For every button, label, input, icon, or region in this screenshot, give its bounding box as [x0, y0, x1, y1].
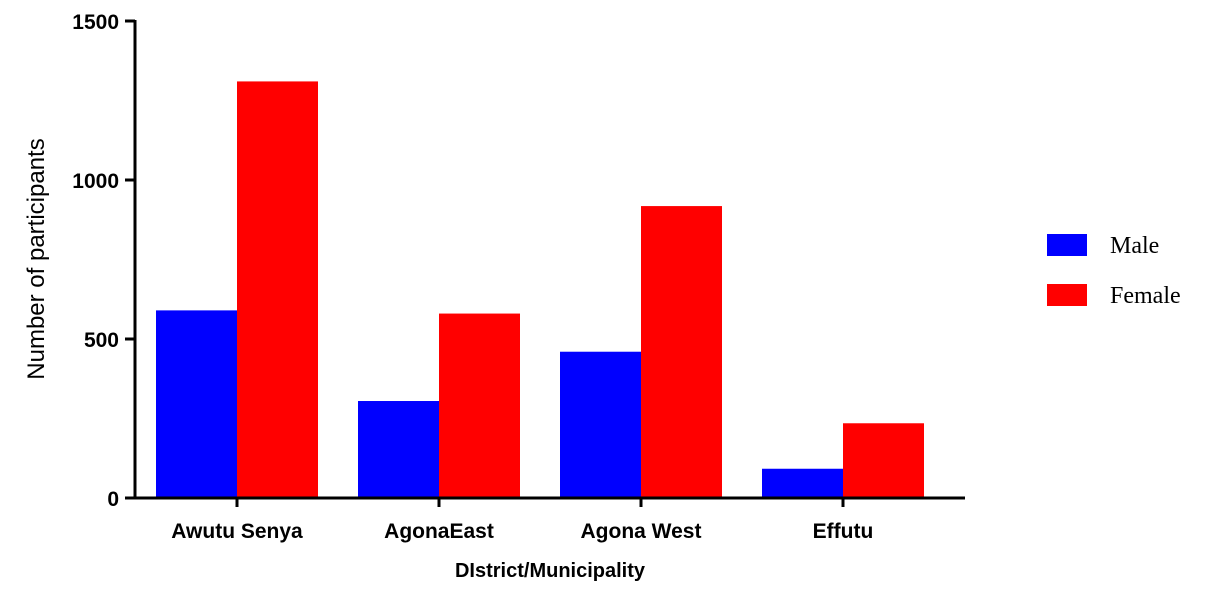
legend: Male Female [1047, 233, 1181, 309]
x-category-label: Awutu Senya [171, 520, 303, 543]
y-tick-label: 500 [84, 329, 119, 352]
x-category-label: Effutu [813, 520, 874, 543]
y-tick-label: 1500 [72, 11, 119, 34]
legend-label-female: Female [1110, 283, 1181, 309]
x-category-label: Agona West [581, 520, 702, 543]
bar-male-effutu [762, 468, 843, 498]
bar-female-awutu-senya [237, 81, 318, 499]
bar-female-agona-west [641, 206, 722, 499]
legend-label-male: Male [1110, 233, 1159, 259]
legend-swatch-female [1047, 284, 1087, 306]
bar-female-agonaeast [439, 313, 520, 498]
legend-swatch-male [1047, 234, 1087, 256]
bar-female-effutu [843, 423, 924, 498]
y-tick-label: 1000 [72, 170, 119, 193]
x-axis-title: DIstrict/Municipality [455, 560, 646, 582]
bars-layer [156, 81, 924, 499]
y-axis-ticks: 0 500 1000 1500 [72, 11, 135, 511]
y-axis-title: Number of participants [23, 138, 50, 379]
y-tick-label: 0 [107, 488, 119, 511]
bar-male-agona-west [560, 351, 641, 498]
x-axis-category-labels: Awutu Senya AgonaEast Agona West Effutu [171, 498, 873, 543]
bar-male-awutu-senya [156, 310, 237, 498]
bar-male-agonaeast [358, 401, 439, 498]
x-category-label: AgonaEast [384, 520, 494, 543]
